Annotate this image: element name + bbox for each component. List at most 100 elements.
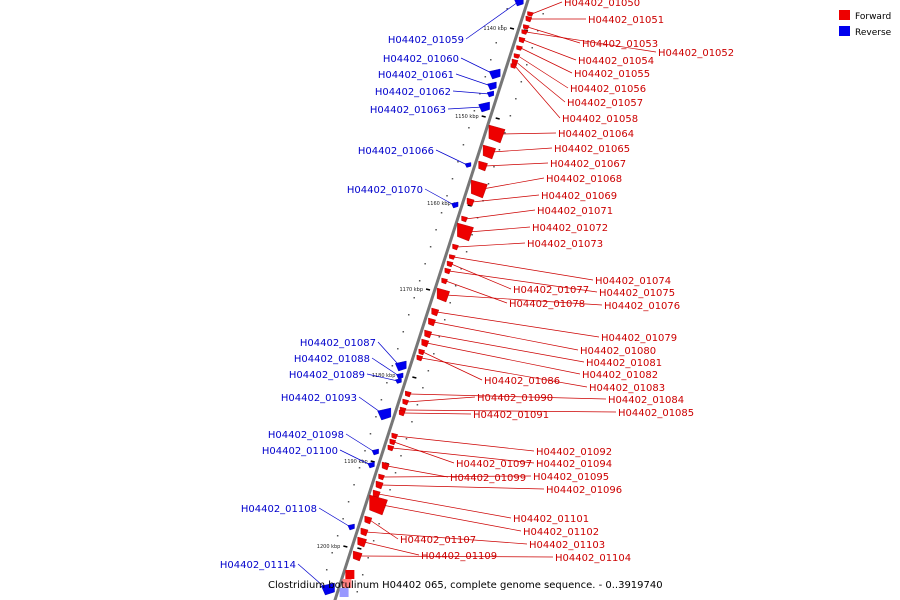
reverse-gene-label[interactable]: H04402_01100 <box>262 446 338 457</box>
forward-gene-label[interactable]: H04402_01057 <box>567 98 643 109</box>
forward-gene-arrow[interactable] <box>436 287 450 303</box>
forward-gene-label[interactable]: H04402_01080 <box>580 346 656 357</box>
reverse-gene-arrow[interactable] <box>487 81 497 91</box>
forward-gene[interactable] <box>478 160 488 172</box>
forward-gene-label[interactable]: H04402_01109 <box>421 551 497 562</box>
reverse-gene-arrow[interactable] <box>396 372 404 380</box>
forward-gene[interactable] <box>444 267 452 275</box>
forward-gene-label[interactable]: H04402_01104 <box>555 553 631 564</box>
forward-gene-label[interactable]: H04402_01076 <box>604 301 680 312</box>
forward-gene-arrow[interactable] <box>424 329 433 339</box>
forward-gene-label[interactable]: H04402_01053 <box>582 39 658 50</box>
reverse-gene-arrow[interactable] <box>367 461 375 469</box>
forward-gene-arrow[interactable] <box>375 480 384 490</box>
forward-gene-arrow[interactable] <box>461 215 468 223</box>
forward-gene-arrow[interactable] <box>389 438 397 446</box>
forward-gene[interactable] <box>398 409 406 417</box>
forward-gene-label[interactable]: H04402_01074 <box>595 276 671 287</box>
reverse-gene[interactable] <box>396 372 404 380</box>
forward-gene-label[interactable]: H04402_01092 <box>536 447 612 458</box>
forward-gene-arrow[interactable] <box>352 550 363 562</box>
forward-gene-arrow[interactable] <box>527 11 534 17</box>
forward-gene-arrow[interactable] <box>360 527 369 537</box>
forward-gene-arrow[interactable] <box>431 307 440 317</box>
forward-gene[interactable] <box>516 45 523 51</box>
forward-gene-label[interactable]: H04402_01083 <box>589 383 665 394</box>
forward-gene[interactable] <box>352 550 363 562</box>
forward-gene[interactable] <box>416 354 424 362</box>
forward-gene-label[interactable]: H04402_01058 <box>562 114 638 125</box>
forward-gene[interactable] <box>513 53 521 59</box>
forward-gene-arrow[interactable] <box>441 277 448 285</box>
reverse-gene-arrow[interactable] <box>464 162 472 168</box>
forward-gene[interactable] <box>446 260 454 268</box>
forward-gene-arrow[interactable] <box>416 354 424 362</box>
forward-gene-arrow[interactable] <box>428 317 436 327</box>
reverse-gene[interactable] <box>487 81 497 91</box>
reverse-gene-arrow[interactable] <box>395 378 402 384</box>
reverse-gene-arrow[interactable] <box>371 448 379 456</box>
forward-gene-label[interactable]: H04402_01073 <box>527 239 603 250</box>
reverse-gene-label[interactable]: H04402_01059 <box>388 35 464 46</box>
reverse-gene[interactable] <box>395 378 402 384</box>
forward-gene[interactable] <box>482 144 496 160</box>
forward-gene[interactable] <box>389 438 397 446</box>
reverse-gene[interactable] <box>367 461 375 469</box>
forward-gene-label[interactable]: H04402_01067 <box>550 159 626 170</box>
reverse-gene-label[interactable]: H04402_01063 <box>370 105 446 116</box>
forward-gene[interactable] <box>360 527 369 537</box>
reverse-gene-arrow[interactable] <box>514 0 524 7</box>
forward-gene[interactable] <box>466 197 475 207</box>
forward-gene[interactable] <box>405 390 412 398</box>
forward-gene[interactable] <box>525 15 533 23</box>
forward-gene-arrow[interactable] <box>402 398 409 406</box>
reverse-gene-label[interactable]: H04402_01061 <box>378 70 454 81</box>
forward-gene-arrow[interactable] <box>518 36 526 44</box>
forward-gene-arrow[interactable] <box>381 461 390 471</box>
forward-gene-label[interactable]: H04402_01097 <box>456 459 532 470</box>
forward-gene-arrow[interactable] <box>525 15 533 23</box>
reverse-gene-label[interactable]: H04402_01087 <box>300 338 376 349</box>
forward-gene-label[interactable]: H04402_01077 <box>513 285 589 296</box>
forward-gene-label[interactable]: H04402_01071 <box>537 206 613 217</box>
forward-gene-arrow[interactable] <box>405 390 412 398</box>
reverse-gene-arrow[interactable] <box>377 407 392 421</box>
reverse-gene[interactable] <box>514 0 524 7</box>
forward-gene[interactable] <box>441 277 448 285</box>
reverse-gene-label[interactable]: H04402_01089 <box>289 370 365 381</box>
forward-gene-arrow[interactable] <box>369 494 388 516</box>
forward-gene-arrow[interactable] <box>521 29 528 35</box>
forward-gene[interactable] <box>452 243 459 251</box>
forward-gene-arrow[interactable] <box>516 45 523 51</box>
forward-gene-arrow[interactable] <box>488 124 506 144</box>
forward-gene[interactable] <box>418 348 426 356</box>
forward-gene[interactable] <box>421 338 430 348</box>
reverse-gene[interactable] <box>478 101 490 113</box>
forward-gene[interactable] <box>431 307 440 317</box>
forward-gene-label[interactable]: H04402_01068 <box>546 174 622 185</box>
forward-gene[interactable] <box>471 179 488 199</box>
reverse-gene-arrow[interactable] <box>451 201 459 209</box>
forward-gene-arrow[interactable] <box>513 53 521 59</box>
forward-gene-label[interactable]: H04402_01069 <box>541 191 617 202</box>
forward-gene-label[interactable]: H04402_01094 <box>536 459 612 470</box>
forward-gene-arrow[interactable] <box>452 243 459 251</box>
forward-gene-label[interactable]: H04402_01065 <box>554 144 630 155</box>
forward-gene-arrow[interactable] <box>378 473 385 481</box>
forward-gene-arrow[interactable] <box>398 409 406 417</box>
forward-gene-label[interactable]: H04402_01064 <box>558 129 634 140</box>
forward-gene[interactable] <box>402 398 409 406</box>
forward-gene-arrow[interactable] <box>364 515 373 525</box>
forward-gene-arrow[interactable] <box>418 348 426 356</box>
forward-gene-label[interactable]: H04402_01051 <box>588 15 664 26</box>
forward-gene-label[interactable]: H04402_01075 <box>599 288 675 299</box>
forward-gene[interactable] <box>527 11 534 17</box>
forward-gene-label[interactable]: H04402_01050 <box>564 0 640 9</box>
forward-gene-label[interactable]: H04402_01082 <box>582 370 658 381</box>
reverse-gene-label[interactable]: H04402_01088 <box>294 354 370 365</box>
reverse-gene[interactable] <box>486 90 494 98</box>
forward-gene[interactable] <box>449 254 456 260</box>
forward-gene-label[interactable]: H04402_01091 <box>473 410 549 421</box>
reverse-gene[interactable] <box>451 201 459 209</box>
forward-gene-arrow[interactable] <box>482 144 496 160</box>
